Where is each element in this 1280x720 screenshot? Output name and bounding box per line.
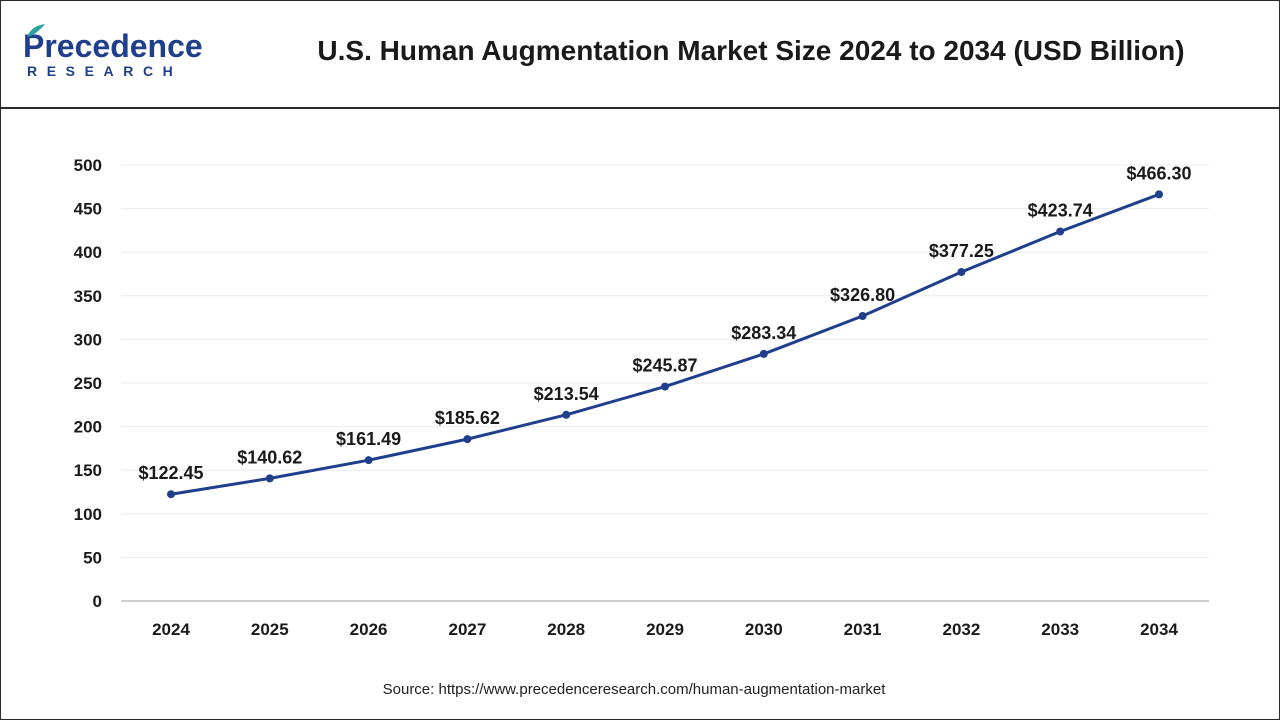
page-title: U.S. Human Augmentation Market Size 2024…	[317, 35, 1185, 66]
data-label: $283.34	[731, 323, 796, 343]
x-tick-label: 2025	[251, 620, 289, 639]
x-tick-label: 2026	[350, 620, 388, 639]
data-point	[858, 312, 867, 321]
data-label: $161.49	[336, 429, 401, 449]
x-tick-label: 2029	[646, 620, 684, 639]
x-tick-label: 2030	[745, 620, 783, 639]
x-tick-label: 2031	[844, 620, 882, 639]
y-tick-label: 350	[74, 287, 102, 306]
data-label: $326.80	[830, 285, 895, 305]
y-tick-label: 100	[74, 505, 102, 524]
data-label: $245.87	[632, 356, 697, 376]
data-label: $466.30	[1126, 163, 1191, 183]
data-point	[957, 268, 966, 277]
x-tick-label: 2024	[152, 620, 190, 639]
y-tick-label: 50	[83, 548, 102, 567]
data-point	[167, 490, 175, 499]
data-label: $140.62	[237, 447, 302, 467]
x-tick-label: 2028	[547, 620, 585, 639]
data-point	[1056, 227, 1065, 236]
series-line	[170, 192, 1160, 496]
line-chart: 0 50 100 150 200 250 300 350 400 450 500 2024 2025 20…	[74, 156, 1209, 639]
header: Precedence RESEARCH U.S. Human Augmentat…	[1, 1, 1279, 109]
data-point	[759, 349, 768, 358]
leaf-icon	[27, 24, 45, 37]
y-tick-label: 0	[93, 592, 102, 611]
data-label: $377.25	[929, 241, 994, 261]
data-point	[265, 474, 274, 483]
y-tick-label: 400	[74, 243, 102, 262]
brand-name-top: Precedence	[23, 28, 203, 64]
data-label: $423.74	[1028, 200, 1093, 220]
x-tick-label: 2027	[448, 620, 486, 639]
data-point	[661, 382, 669, 391]
x-tick-label: 2032	[942, 620, 980, 639]
data-label: $122.45	[138, 463, 203, 483]
data-point	[364, 456, 373, 465]
x-tick-label: 2033	[1041, 620, 1079, 639]
y-tick-label: 500	[74, 156, 102, 175]
data-point	[1155, 190, 1163, 199]
data-label: $213.54	[534, 384, 599, 404]
brand-name-bottom: RESEARCH	[27, 63, 183, 79]
y-tick-label: 150	[74, 461, 102, 480]
brand-logo: Precedence RESEARCH	[23, 24, 223, 85]
source-text: Source: https://www.precedenceresearch.c…	[382, 681, 886, 698]
data-label: $185.62	[435, 408, 500, 428]
x-tick-label: 2034	[1140, 620, 1178, 639]
y-tick-label: 250	[74, 374, 102, 393]
y-tick-label: 300	[74, 330, 102, 349]
y-tick-label: 450	[74, 200, 102, 219]
y-tick-label: 200	[74, 418, 102, 437]
data-point	[562, 410, 571, 419]
data-point	[463, 435, 472, 444]
